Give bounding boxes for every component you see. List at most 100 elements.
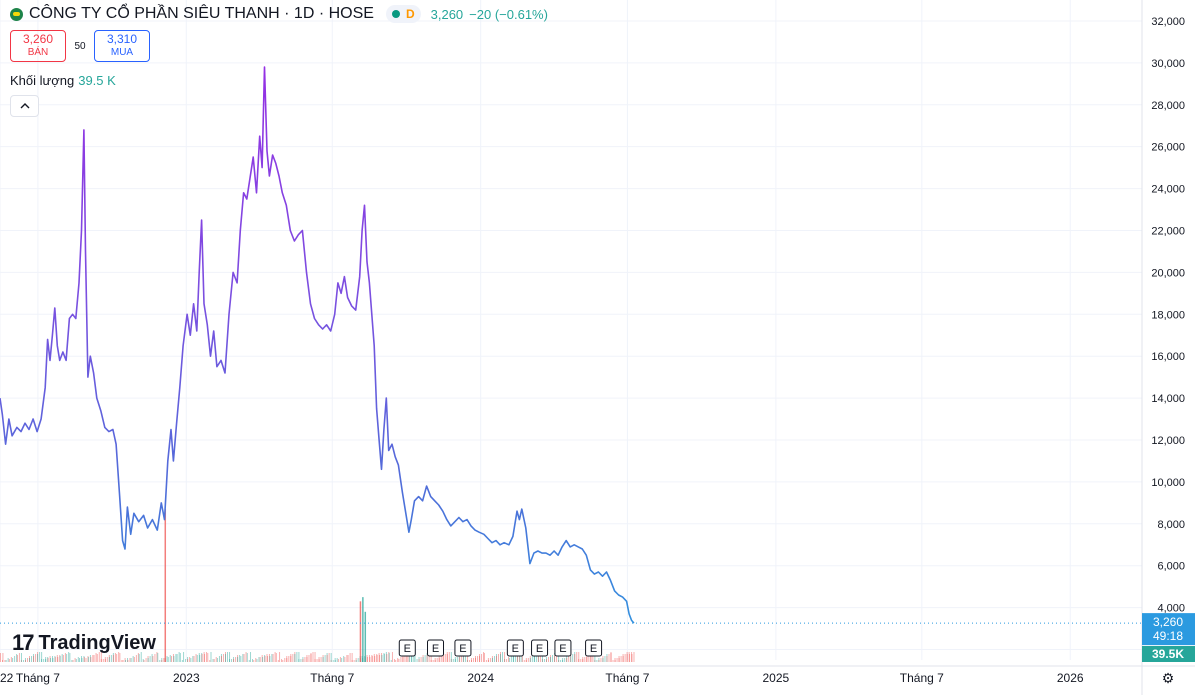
volume-bar	[224, 652, 226, 662]
volume-bar	[16, 655, 18, 662]
volume-bar	[308, 655, 310, 662]
volume-bar	[149, 656, 151, 662]
volume-bar	[121, 660, 123, 662]
price-series-line[interactable]	[0, 66, 635, 624]
volume-bar	[206, 652, 208, 662]
volume-bar	[610, 652, 612, 662]
volume-bar	[199, 655, 201, 662]
volume-legend[interactable]: Khối lượng 39.5 K	[10, 73, 116, 88]
volume-bar	[468, 660, 470, 662]
earnings-event-marker[interactable]	[531, 639, 549, 657]
volume-bar	[179, 653, 181, 662]
volume-bar	[294, 654, 296, 662]
volume-bar	[397, 658, 399, 662]
volume-bar	[554, 653, 556, 662]
volume-bar	[61, 654, 63, 662]
buy-button[interactable]: 3,310 MUA	[94, 30, 150, 62]
volume-bar	[246, 653, 248, 662]
volume-bar	[460, 655, 462, 662]
tradingview-logo[interactable]: 17 TradingView	[12, 630, 156, 656]
volume-bar	[516, 654, 518, 662]
volume-bar	[564, 658, 566, 662]
volume-bar	[81, 656, 83, 662]
volume-bar	[519, 654, 521, 662]
volume-bar	[135, 655, 137, 662]
x-tick-label: Tháng 7	[16, 671, 60, 685]
y-tick-label: 32,000	[1151, 16, 1185, 28]
volume-bar	[195, 654, 197, 662]
volume-bar	[578, 659, 580, 662]
volume-bar	[245, 652, 247, 662]
volume-bar	[193, 656, 195, 662]
volume-bar	[418, 657, 420, 662]
volume-bar	[39, 652, 41, 662]
volume-bar	[458, 657, 460, 662]
volume-bar	[355, 660, 357, 662]
volume-bar	[458, 655, 460, 662]
volume-bar	[576, 652, 578, 662]
volume-bar	[514, 654, 516, 662]
volume-bar	[420, 657, 422, 662]
volume-bar	[477, 656, 479, 662]
earnings-event-marker[interactable]	[585, 639, 603, 657]
volume-axis-badge	[1142, 646, 1195, 662]
volume-bar	[624, 654, 626, 662]
volume-bar	[566, 658, 568, 662]
volume-bar	[374, 656, 376, 662]
volume-bar	[344, 657, 346, 662]
volume-bar	[355, 658, 357, 662]
volume-bar	[192, 656, 194, 662]
y-tick-label: 18,000	[1151, 309, 1185, 321]
volume-bar	[525, 660, 527, 662]
volume-bar	[52, 656, 54, 662]
earnings-event-marker[interactable]	[554, 639, 572, 657]
tradingview-wordmark: TradingView	[38, 631, 156, 654]
volume-bar	[161, 658, 163, 662]
volume-bar	[541, 659, 543, 662]
y-tick-label: 20,000	[1151, 267, 1185, 279]
chart-settings-button[interactable]: ⚙	[1158, 668, 1178, 688]
volume-bar	[71, 660, 73, 662]
volume-bar	[7, 658, 9, 662]
sell-button[interactable]: 3,260 BÁN	[10, 30, 66, 62]
earnings-event-marker[interactable]	[454, 639, 472, 657]
volume-bar	[77, 657, 79, 662]
volume-bar	[261, 655, 263, 662]
quote-panel: 3,260 BÁN 50 3,310 MUA	[10, 30, 150, 62]
symbol-title[interactable]: CÔNG TY CỔ PHẦN SIÊU THANH · 1D · HOSE	[29, 5, 374, 22]
volume-bar	[521, 652, 523, 662]
volume-bar	[225, 654, 227, 662]
volume-bar	[504, 652, 506, 662]
volume-bar	[582, 657, 584, 662]
collapse-legend-button[interactable]	[10, 95, 39, 117]
earnings-event-label: E	[459, 643, 466, 655]
volume-bar	[499, 652, 501, 662]
volume-bar	[529, 656, 531, 662]
volume-bar	[334, 660, 336, 662]
volume-bar	[366, 655, 368, 662]
volume-bar	[379, 655, 381, 662]
volume-bar	[388, 653, 390, 662]
volume-bar	[550, 657, 552, 662]
volume-bar	[470, 660, 472, 662]
volume-spike	[359, 601, 362, 662]
volume-bar	[20, 660, 22, 662]
volume-bar	[281, 659, 283, 662]
volume-bar	[108, 655, 110, 662]
y-tick-label: 28,000	[1151, 100, 1185, 112]
volume-bar	[95, 653, 97, 662]
volume-bar	[284, 658, 286, 662]
volume-bar	[64, 653, 66, 662]
volume-bar	[481, 654, 483, 662]
volume-bar	[418, 659, 420, 662]
volume-bar	[434, 658, 436, 662]
gear-icon: ⚙	[1161, 669, 1175, 686]
market-status[interactable]: D	[385, 5, 421, 23]
volume-bar	[102, 659, 104, 662]
earnings-event-marker[interactable]	[398, 639, 416, 657]
volume-bar	[631, 652, 633, 662]
earnings-event-marker[interactable]	[506, 639, 524, 657]
earnings-event-marker[interactable]	[427, 639, 445, 657]
volume-bar	[622, 654, 624, 662]
